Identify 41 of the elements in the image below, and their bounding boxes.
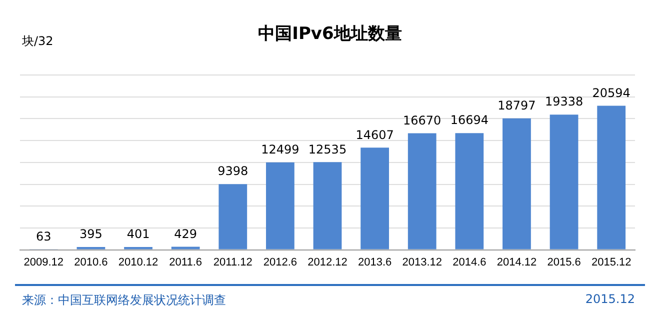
data-label: 16670 <box>403 113 442 128</box>
x-tick-label: 2014.6 <box>452 256 486 268</box>
x-tick-label: 2012.12 <box>308 256 348 268</box>
x-tick-label: 2015.6 <box>547 256 581 268</box>
data-label: 63 <box>36 229 52 244</box>
data-label: 20594 <box>592 86 630 100</box>
x-tick-label: 2012.6 <box>263 256 298 268</box>
y-axis-title: 块/32 <box>22 33 54 50</box>
data-label: 14607 <box>356 128 394 142</box>
bar <box>218 184 248 250</box>
x-tick-label: 2009.12 <box>24 256 64 268</box>
data-label: 18797 <box>498 98 536 112</box>
data-label: 9398 <box>218 164 248 178</box>
source-note: 来源：中国互联网络发展状况统计调查 <box>22 292 226 309</box>
bar <box>455 133 484 250</box>
data-label: 12535 <box>308 142 347 156</box>
data-label: 16694 <box>450 113 489 128</box>
x-tick-label: 2011.6 <box>169 256 202 268</box>
x-tick-label: 2010.12 <box>118 256 158 268</box>
bar <box>171 246 200 250</box>
x-tick-label: 2011.12 <box>213 256 252 268</box>
data-label: 395 <box>80 227 102 242</box>
chart-title: 中国IPv6地址数量 <box>258 24 402 44</box>
bar <box>124 246 152 250</box>
bar <box>550 114 578 250</box>
x-tick-label: 2013.12 <box>402 256 442 268</box>
x-tick-label: 2010.6 <box>74 256 108 268</box>
x-tick-label: 2015.12 <box>591 256 632 268</box>
data-label: 429 <box>174 226 198 241</box>
data-label: 12499 <box>261 142 300 157</box>
x-tick-label: 2014.12 <box>496 256 537 268</box>
bar <box>360 148 389 250</box>
x-tick-label: 2013.6 <box>358 256 392 268</box>
bar <box>266 162 294 250</box>
data-label: 19338 <box>544 94 584 109</box>
bar <box>597 106 626 250</box>
text: 2015.12 <box>585 292 635 306</box>
data-label: 401 <box>126 227 150 242</box>
bar <box>408 133 436 250</box>
bar <box>313 162 342 250</box>
bar <box>502 118 531 250</box>
